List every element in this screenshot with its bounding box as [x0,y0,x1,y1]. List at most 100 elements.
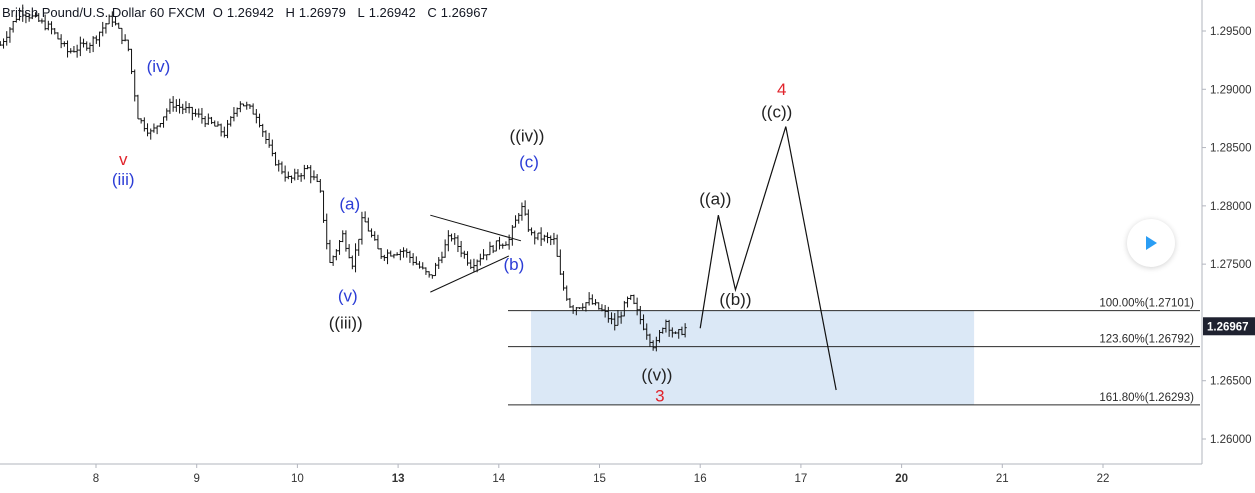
time-tick-label[interactable]: 13 [392,473,405,485]
ohlc-bar [312,170,316,181]
ohlc-bar [587,292,591,306]
ohlc-bar [136,94,140,120]
ohlc-bar [677,329,681,339]
ohlc-bar [430,274,434,279]
ohlc-bar [341,230,345,243]
ohlc-bar [78,36,82,57]
wave-label: (c) [519,152,539,171]
ohlc-bar [104,22,108,34]
ohlc-bar [366,217,370,232]
ohlc-bar [344,230,348,252]
ohlc-bar [222,126,226,138]
time-tick-label[interactable]: 15 [593,473,606,485]
ohlc-bar [488,241,492,256]
price-tick-label[interactable]: 1.26500 [1210,376,1252,388]
ohlc-bar [347,244,351,259]
ohlc-bar [613,313,617,331]
time-tick-label[interactable]: 20 [895,473,908,485]
ohlc-bar [251,103,255,115]
ohlc-bar [517,213,521,224]
fib-zone [531,310,975,405]
ohlc-bar [395,252,399,256]
high-label: H [285,5,295,20]
ohlc-bar [190,106,194,121]
ohlc-bar [1,38,6,49]
ohlc-bar [200,107,204,124]
ohlc-bar [235,107,239,117]
time-tick-label[interactable]: 16 [694,473,707,485]
price-tick-label[interactable]: 1.29000 [1210,84,1252,96]
fib-extension-tool[interactable]: 100.00%(1.27101) 123.60%(1.26792) 161.80%(… [508,298,1200,406]
ohlc-bar [625,296,630,308]
ohlc-bar [670,327,674,338]
wave-projection-line[interactable] [699,126,837,391]
ohlc-bar [43,14,47,31]
price-tick-label[interactable]: 1.28000 [1210,201,1252,213]
ohlc-bar [603,304,607,318]
ohlc-bar [635,297,639,316]
ohlc-bar [203,116,207,128]
wave-label: 3 [655,387,664,406]
ohlc-bar [565,285,569,301]
ohlc-bar [337,240,342,255]
ohlc-bar [264,130,268,144]
chart-legend: British Pound/U.S. Dollar 60 FXCM O 1.26942… [2,5,496,20]
ohlc-bar [270,139,274,157]
ohlc-bar [267,132,271,148]
price-tick-label[interactable]: 1.27500 [1210,259,1252,271]
time-tick-label[interactable]: 22 [1097,473,1110,485]
drawings[interactable] [430,126,837,391]
ohlc-bar [545,232,550,244]
ohlc-bar [245,101,249,110]
time-tick-label[interactable]: 21 [996,473,1009,485]
time-tick-label[interactable]: 10 [291,473,304,485]
ohlc-bar [206,113,210,125]
wave-label: (v) [338,286,358,305]
triangle-upper-line[interactable] [430,214,522,242]
ohlc-bar [181,103,185,115]
time-tick-label[interactable]: 14 [492,473,505,485]
price-tick-label[interactable]: 1.26000 [1210,434,1252,446]
time-tick-label[interactable]: 9 [193,473,199,485]
ohlc-bar [520,202,524,221]
ohlc-bar [8,27,12,43]
wave-labels: (iv) v(iii) (a) (v) ((iii)) ((iv)) (c) (b) ((v))… [112,57,792,406]
time-tick-label[interactable]: 8 [93,473,99,485]
open-value: 1.26942 [226,5,274,20]
ohlc-bar [17,7,22,21]
ohlc-bar [325,213,329,250]
fib-level-label-2: 161.80%(1.26293) [1099,392,1194,404]
ohlc-bar [318,179,322,193]
ohlc-bar [443,239,447,258]
ohlc-bar [145,123,150,137]
ohlc-open: O 1.26942 [213,5,278,20]
timeframe: 60 [149,5,165,20]
ohlc-bar [593,299,598,306]
ohlc-low: L 1.26942 [357,5,419,20]
wave-label: 4 [777,80,786,99]
triangle-lower-line[interactable] [430,255,510,293]
wave-label: ((b)) [719,290,751,309]
ohlc-bar [241,103,246,107]
time-tick-label[interactable]: 17 [795,473,808,485]
ohlc-bar [542,234,546,242]
ohlc-bar [481,249,486,260]
ohlc-bar [379,248,383,259]
ohlc-bar [24,11,28,24]
ohlc-bar [622,300,626,317]
play-icon [1146,236,1157,250]
ohlc-bar [305,165,310,170]
ohlc-bar [449,233,454,242]
ohlc-bar [280,161,284,175]
ohlc-bar [257,113,262,128]
price-tick-label[interactable]: 1.28500 [1210,143,1252,155]
ohlc-bar [219,123,223,137]
ohlc-bar [142,117,146,132]
replay-button[interactable] [1127,219,1175,267]
low-label: L [357,5,365,20]
price-tick-label[interactable]: 1.29500 [1210,26,1252,38]
low-value: 1.26942 [368,5,416,20]
